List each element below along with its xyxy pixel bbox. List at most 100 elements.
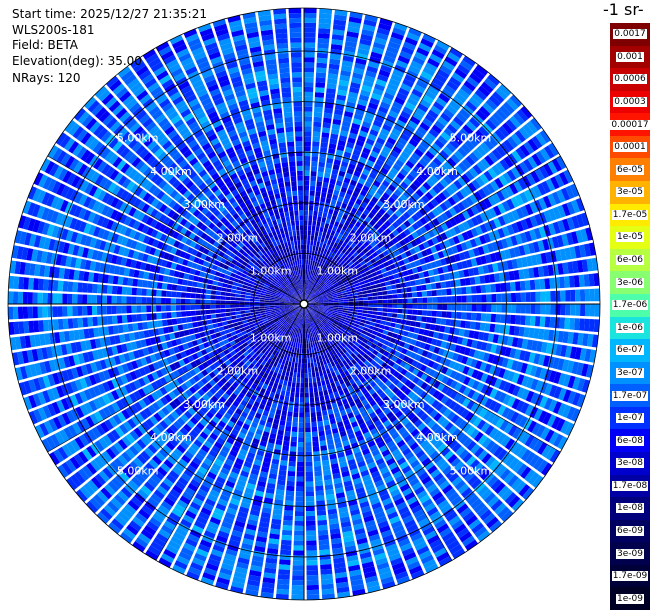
range-gate-cell bbox=[471, 304, 477, 312]
range-gate-cell bbox=[357, 266, 364, 272]
range-gate-cell bbox=[458, 252, 466, 261]
range-gate-cell bbox=[309, 275, 312, 281]
range-gate-cell bbox=[427, 239, 435, 247]
range-gate-cell bbox=[312, 288, 317, 293]
range-gate-cell bbox=[479, 223, 488, 234]
range-gate-cell bbox=[476, 304, 482, 312]
range-gate-cell bbox=[306, 550, 318, 556]
range-gate-cell bbox=[335, 216, 342, 223]
range-gate-cell bbox=[456, 304, 462, 311]
range-gate-cell bbox=[305, 505, 315, 512]
range-gate-cell bbox=[343, 308, 349, 311]
range-gate-cell bbox=[304, 407, 310, 413]
range-gate-cell bbox=[306, 560, 318, 566]
range-gate-cell bbox=[381, 96, 393, 105]
range-gate-cell bbox=[430, 105, 442, 116]
range-gate-cell bbox=[350, 287, 357, 291]
range-gate-cell bbox=[404, 36, 418, 47]
range-gate-cell bbox=[304, 392, 309, 398]
range-gate-cell bbox=[373, 180, 381, 188]
range-gate-cell bbox=[323, 419, 330, 426]
range-gate-cell bbox=[435, 234, 444, 243]
range-gate-cell bbox=[377, 74, 389, 83]
range-gate-cell bbox=[465, 321, 471, 329]
range-gate-cell bbox=[298, 417, 304, 423]
range-gate-cell bbox=[476, 161, 487, 172]
range-gate-cell bbox=[360, 152, 369, 160]
range-gate-cell bbox=[288, 406, 294, 412]
range-gate-cell bbox=[434, 139, 445, 149]
range-gate-cell bbox=[455, 190, 465, 201]
range-gate-cell bbox=[373, 192, 382, 200]
range-gate-cell bbox=[503, 271, 510, 281]
range-gate-cell bbox=[538, 165, 549, 179]
range-gate-cell bbox=[485, 284, 492, 293]
range-gate-cell bbox=[343, 299, 349, 302]
range-gate-cell bbox=[311, 367, 315, 373]
range-gate-cell bbox=[321, 405, 327, 412]
range-gate-cell bbox=[583, 318, 590, 332]
range-gate-cell bbox=[484, 209, 493, 220]
range-gate-cell bbox=[426, 164, 436, 174]
range-gate-cell bbox=[409, 261, 417, 268]
range-gate-cell bbox=[442, 60, 455, 71]
range-gate-cell bbox=[463, 269, 470, 278]
range-gate-cell bbox=[356, 182, 364, 190]
range-gate-cell bbox=[515, 315, 521, 325]
range-gate-cell bbox=[490, 283, 497, 293]
range-gate-cell bbox=[304, 136, 312, 142]
range-gate-cell bbox=[311, 156, 319, 162]
range-gate-cell bbox=[432, 101, 445, 112]
range-gate-cell bbox=[530, 254, 538, 266]
range-gate-cell bbox=[325, 266, 330, 272]
range-gate-cell bbox=[278, 469, 287, 476]
range-gate-cell bbox=[304, 348, 307, 354]
range-gate-cell bbox=[560, 187, 571, 201]
range-gate-cell bbox=[305, 417, 311, 423]
range-gate-cell bbox=[466, 312, 472, 320]
range-gate-cell bbox=[487, 73, 500, 86]
range-gate-cell bbox=[376, 188, 385, 196]
range-gate-cell bbox=[521, 256, 528, 268]
range-gate-cell bbox=[332, 260, 338, 266]
range-gate-cell bbox=[382, 312, 388, 317]
range-gate-cell bbox=[305, 422, 311, 428]
range-gate-cell bbox=[317, 285, 322, 290]
range-gate-cell bbox=[496, 190, 506, 202]
range-gate-cell bbox=[363, 304, 369, 307]
range-gate-cell bbox=[313, 210, 318, 217]
range-gate-cell bbox=[422, 241, 430, 249]
range-gate-cell bbox=[441, 88, 453, 100]
range-gate-cell bbox=[415, 79, 428, 90]
range-gate-cell bbox=[415, 219, 424, 228]
range-gate-cell bbox=[534, 213, 543, 226]
range-gate-cell bbox=[453, 225, 462, 235]
range-gate-cell bbox=[344, 283, 350, 288]
range-gate-cell bbox=[315, 82, 326, 88]
range-gate-cell bbox=[456, 287, 462, 295]
range-gate-cell bbox=[387, 216, 395, 224]
range-gate-cell bbox=[333, 189, 340, 196]
range-gate-cell bbox=[336, 200, 342, 207]
range-gate-cell bbox=[446, 104, 458, 115]
range-gate-cell bbox=[516, 257, 523, 269]
range-gate-cell bbox=[310, 240, 314, 246]
range-gate-cell bbox=[407, 97, 419, 107]
range-gate-cell bbox=[378, 252, 385, 259]
range-gate-cell bbox=[346, 204, 353, 212]
range-gate-cell bbox=[480, 313, 487, 322]
range-gate-cell bbox=[543, 210, 552, 223]
range-gate-cell bbox=[507, 153, 518, 165]
range-gate-cell bbox=[294, 347, 298, 353]
range-gate-cell bbox=[440, 318, 447, 326]
range-gate-cell bbox=[429, 53, 443, 64]
range-gate-cell bbox=[442, 189, 451, 199]
range-gate-cell bbox=[459, 59, 473, 71]
range-gate-cell bbox=[355, 271, 361, 277]
range-gate-cell bbox=[562, 218, 571, 232]
range-gate-cell bbox=[325, 290, 331, 294]
range-gate-cell bbox=[327, 283, 333, 288]
range-gate-cell bbox=[345, 106, 355, 113]
range-gate-cell bbox=[311, 294, 316, 298]
range-gate-cell bbox=[504, 185, 514, 197]
